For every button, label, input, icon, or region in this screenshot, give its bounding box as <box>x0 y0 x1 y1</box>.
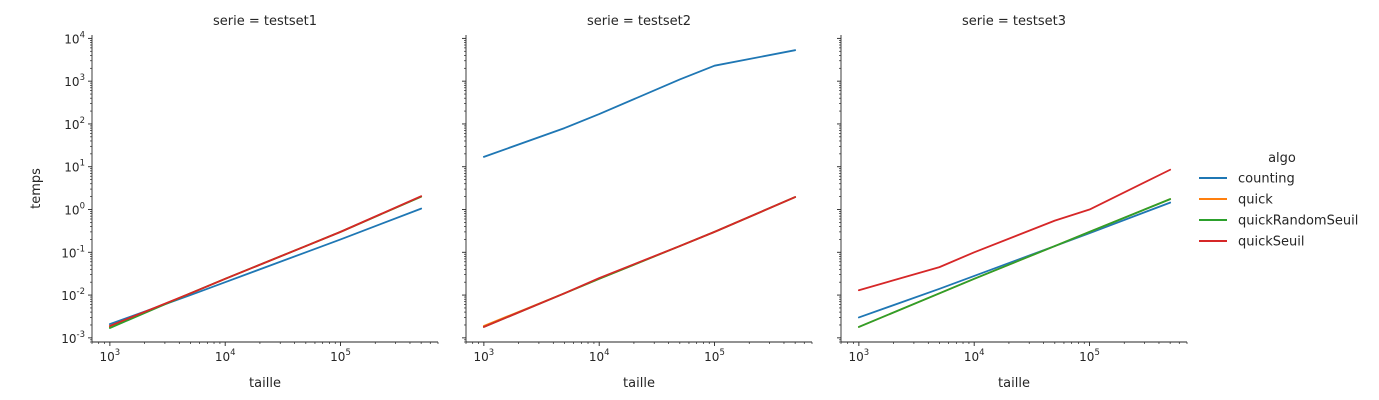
series-line-quickSeuil <box>857 168 1172 292</box>
legend-label-quickSeuil: quickSeuil <box>1238 235 1305 250</box>
panel-1: serie = testset1 103 104 105 10-3 10-2 10-1 100… <box>29 14 439 391</box>
x-tick-label: 104 <box>215 348 236 364</box>
x-axis-label: taille <box>998 376 1030 391</box>
panel-title: serie = testset3 <box>962 14 1066 29</box>
legend-label-quick: quick <box>1238 193 1273 208</box>
x-axis-label: taille <box>623 376 655 391</box>
series-line-quickRandomSeuil <box>857 198 1172 328</box>
panel-2: serie = testset2 103 104 105 taille <box>462 14 813 391</box>
legend-items: counting quick quickRandomSeuil quickSeuil <box>1199 172 1358 250</box>
y-tick-label: 102 <box>64 116 85 132</box>
y-tick-label: 101 <box>64 159 85 175</box>
x-tick-label: 105 <box>704 348 725 364</box>
x-tick-label: 104 <box>964 348 985 364</box>
x-tick-label: 103 <box>474 348 495 364</box>
legend-label-quickRandomSeuil: quickRandomSeuil <box>1238 214 1358 229</box>
x-tick-label: 103 <box>849 348 870 364</box>
y-tick-label: 104 <box>64 30 85 46</box>
legend: algo counting quick quickRandomSeuil quickS… <box>1199 151 1358 250</box>
chart-panels: serie = testset1 103 104 105 10-3 10-2 10-1 100… <box>29 14 1188 391</box>
series-line-quickSeuil <box>108 195 423 327</box>
y-tick-label: 10-2 <box>61 287 85 303</box>
panel-title: serie = testset1 <box>213 14 317 29</box>
legend-title: algo <box>1268 151 1296 166</box>
series-line-quickSeuil <box>482 196 797 328</box>
legend-label-counting: counting <box>1238 172 1295 187</box>
y-tick-label: 10-1 <box>61 244 85 260</box>
y-axis-label: temps <box>29 168 44 209</box>
panel-title: serie = testset2 <box>587 14 691 29</box>
x-tick-label: 103 <box>100 348 121 364</box>
y-tick-label: 10-3 <box>61 330 85 346</box>
x-tick-label: 104 <box>589 348 610 364</box>
x-tick-label: 105 <box>330 348 351 364</box>
series-line-counting <box>857 201 1172 319</box>
y-tick-label: 100 <box>64 202 85 218</box>
x-axis-label: taille <box>249 376 281 391</box>
series-line-counting <box>482 49 797 158</box>
x-tick-label: 105 <box>1079 348 1100 364</box>
panel-3: serie = testset3 103 104 105 taille <box>837 14 1188 391</box>
y-tick-label: 103 <box>64 73 85 89</box>
